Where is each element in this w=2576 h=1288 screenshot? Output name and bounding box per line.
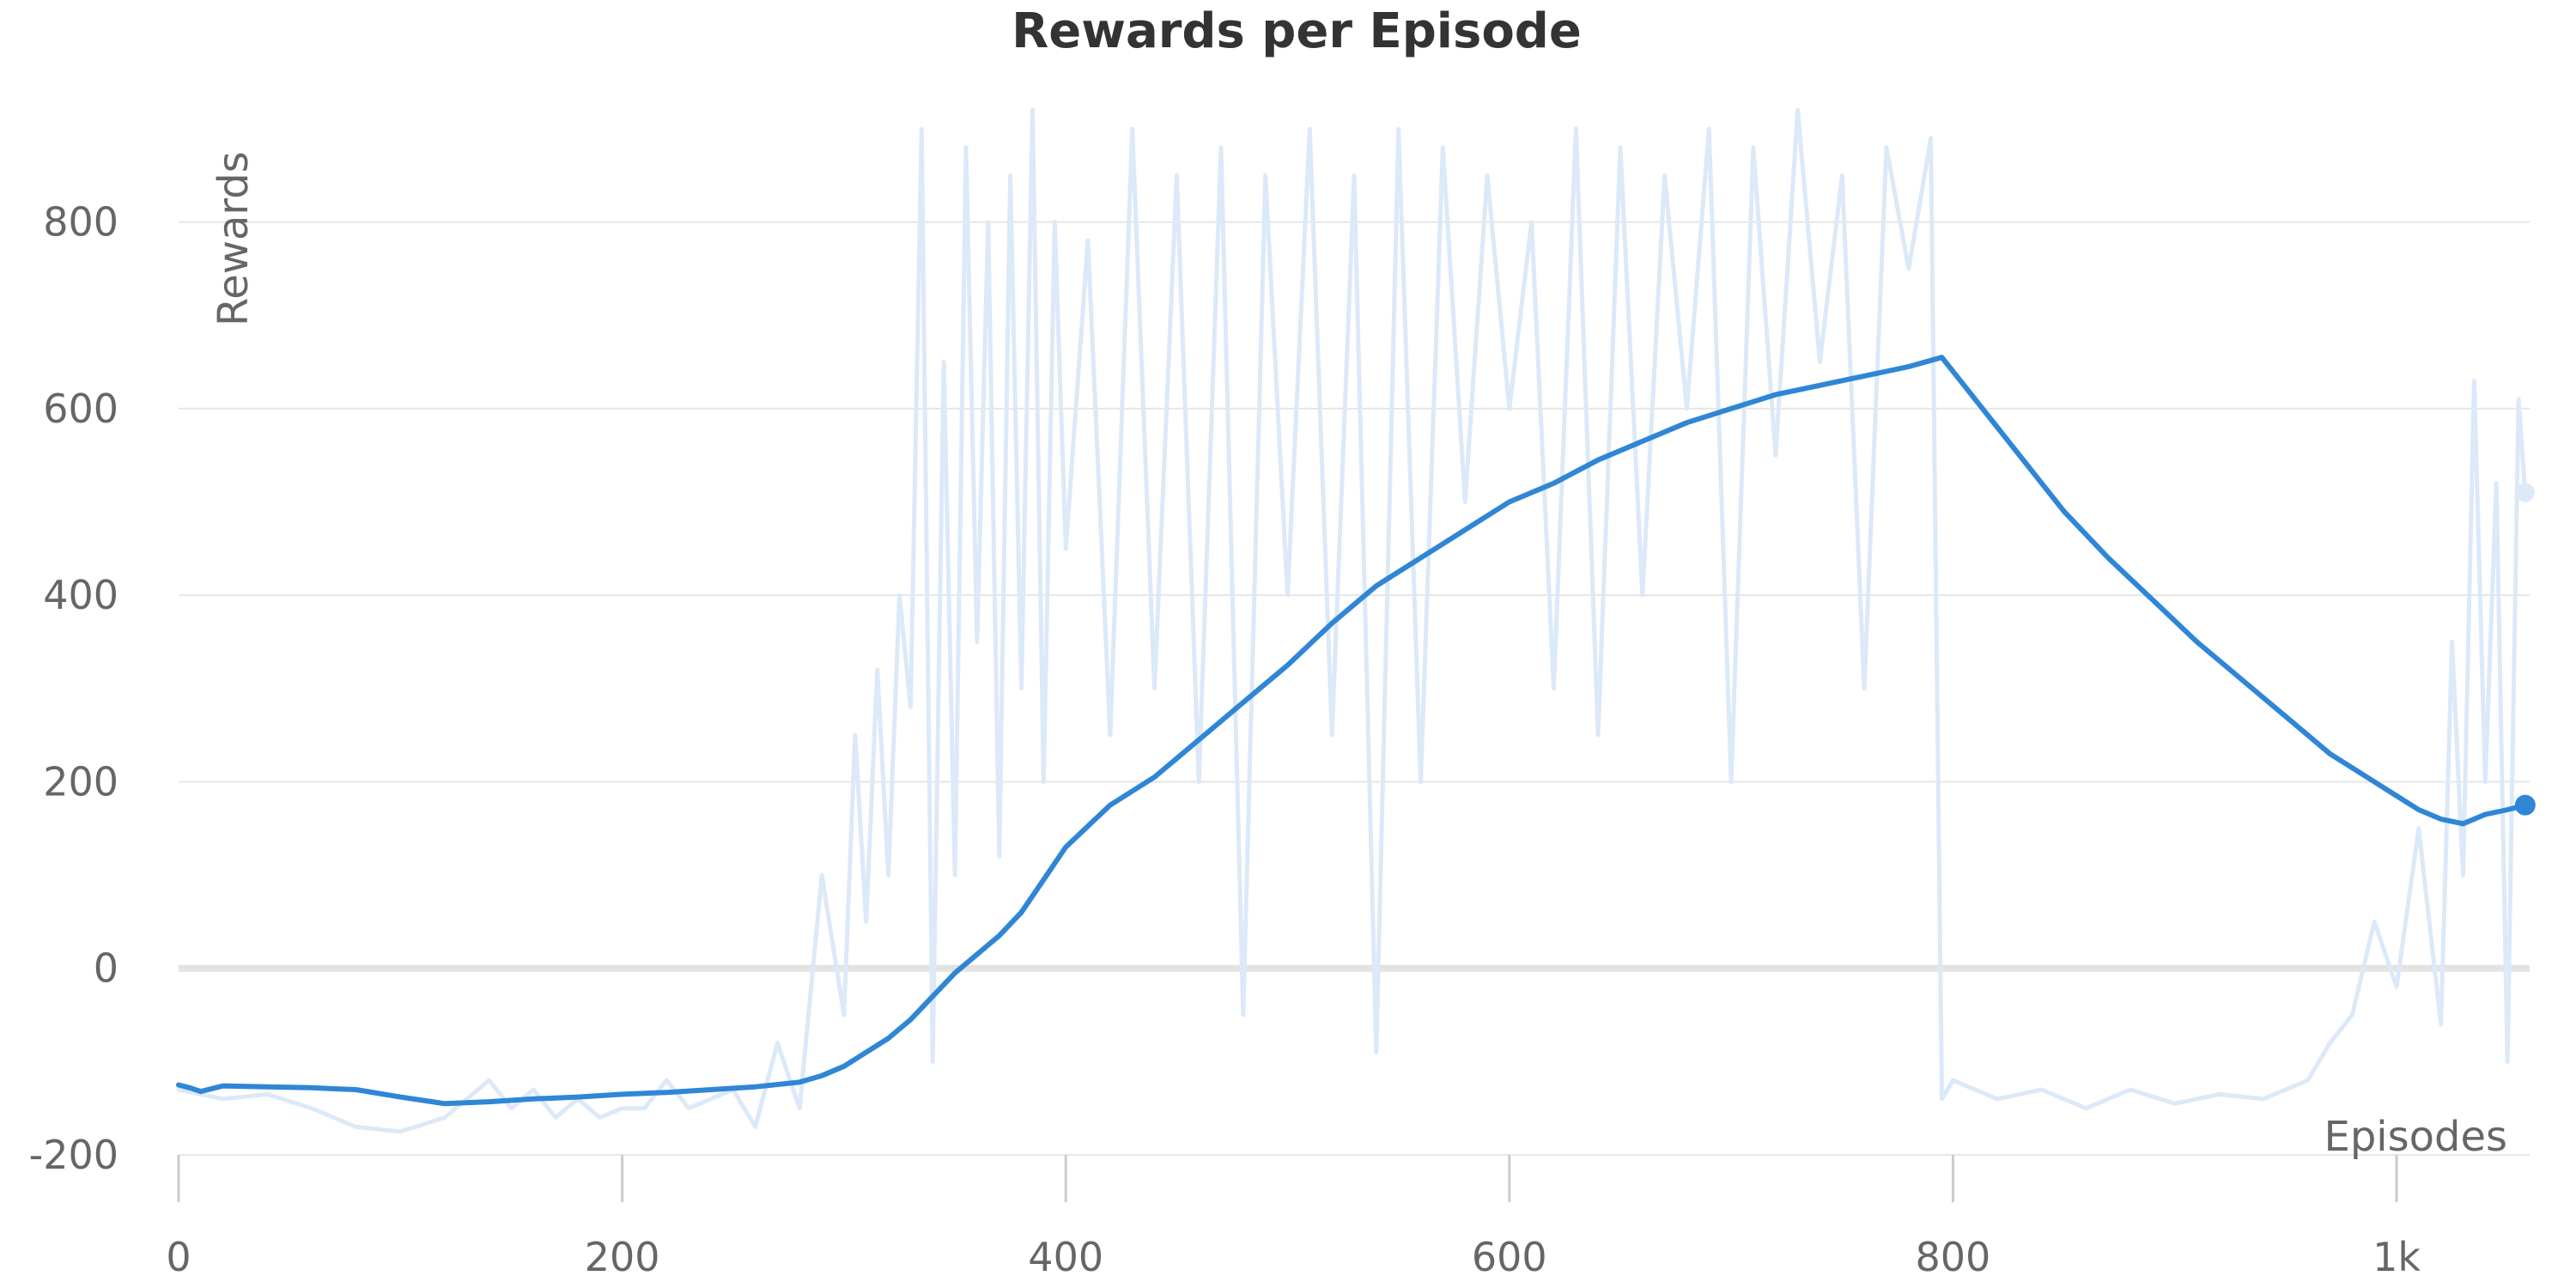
smoothed-series-line bbox=[176, 355, 2528, 1107]
chart-title: Rewards per Episode bbox=[1012, 3, 1582, 59]
y-tick-label: 600 bbox=[43, 386, 118, 432]
x-tick-label: 0 bbox=[166, 1234, 191, 1280]
y-tick-label: 0 bbox=[94, 945, 118, 992]
x-axis-label: Episodes bbox=[2324, 1113, 2507, 1161]
tick-labels: -200 0 200 400 600 800 0 200 400 600 800 1k bbox=[29, 199, 2421, 1280]
smoothed-series bbox=[176, 355, 2536, 1107]
x-tick-label: 600 bbox=[1472, 1234, 1547, 1280]
smoothed-last-point bbox=[2514, 794, 2536, 816]
x-tick-label: 400 bbox=[1028, 1234, 1103, 1280]
raw-last-point bbox=[2515, 483, 2535, 502]
x-tick-label: 200 bbox=[585, 1234, 660, 1280]
x-tick-label: 1k bbox=[2372, 1234, 2421, 1280]
y-tick-label: -200 bbox=[29, 1132, 118, 1178]
y-tick-label: 800 bbox=[43, 199, 118, 246]
grid-lines bbox=[177, 221, 2530, 1202]
y-tick-label: 200 bbox=[43, 758, 118, 805]
y-axis-label: Rewards bbox=[210, 151, 258, 326]
y-tick-label: 400 bbox=[43, 572, 118, 618]
x-tick-label: 800 bbox=[1916, 1234, 1991, 1280]
raw-series bbox=[176, 107, 2535, 1134]
raw-series-line bbox=[176, 107, 2528, 1134]
